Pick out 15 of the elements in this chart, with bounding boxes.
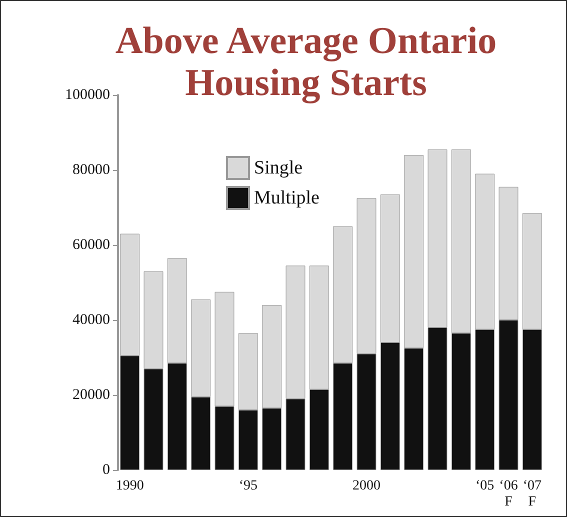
y-tick-label: 0 xyxy=(102,462,110,478)
x-tick-label: ‘05 xyxy=(475,478,494,494)
y-tick-label: 60000 xyxy=(72,237,110,253)
x-tick-label: ‘06 F xyxy=(499,478,518,510)
x-tick-label: ‘07 F xyxy=(522,478,542,510)
chart-title: Above Average Ontario Housing Starts xyxy=(115,20,497,104)
x-tick-label: 1990 xyxy=(116,478,144,494)
legend-label: Single xyxy=(254,158,303,178)
y-tick-label: 20000 xyxy=(72,387,110,403)
y-tick-label: 100000 xyxy=(65,87,110,103)
x-tick-label: ‘95 xyxy=(238,478,258,494)
legend-label: Multiple xyxy=(254,188,320,208)
y-tick-label: 80000 xyxy=(72,162,110,178)
x-tick-label: 2000 xyxy=(352,478,380,494)
y-tick-label: 40000 xyxy=(72,312,110,328)
